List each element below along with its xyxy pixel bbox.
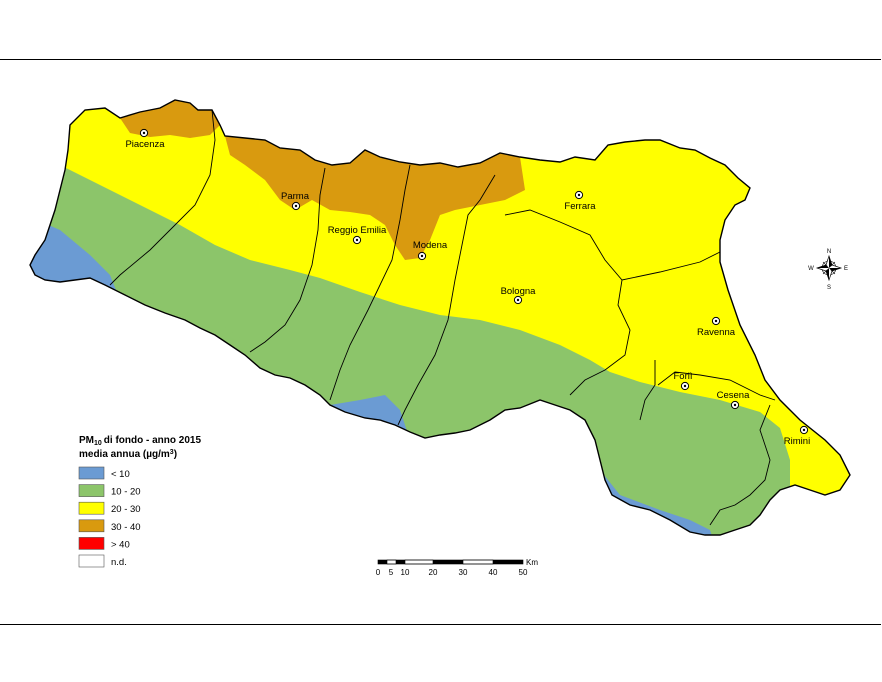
zone-30-40-piacenza (120, 100, 220, 138)
city-bologna: Bologna (501, 286, 537, 305)
cities-layer: Piacenza Parma Reggio Emilia Modena Ferr… (125, 128, 810, 447)
map-frame (0, 59, 881, 625)
city-label-ravenna: Ravenna (697, 327, 736, 338)
legend-title: PM10 di fondo - anno 2015 (79, 435, 201, 447)
boundary-forli-south (639, 360, 656, 421)
legend-item: 30 - 40 (78, 519, 141, 533)
legend-item: > 40 (78, 537, 130, 550)
compass-s: S (827, 285, 831, 291)
boundary-forli-rimini (709, 404, 771, 526)
legend-label: > 40 (111, 539, 130, 550)
city-rimini: Rimini (784, 425, 810, 447)
city-modena: Modena (413, 240, 448, 261)
legend-swatch (78, 484, 105, 497)
city-label-rimini: Rimini (784, 436, 810, 447)
boundary-parma-reggio (249, 167, 326, 353)
legend-label: < 10 (111, 469, 130, 480)
legend-item: 20 - 30 (78, 501, 141, 515)
scale-tick-label: 5 (389, 568, 394, 577)
city-label-piacenza: Piacenza (125, 139, 165, 150)
city-label-reggio-emilia: Reggio Emilia (328, 225, 387, 236)
boundary-ravenna-forli (657, 371, 776, 401)
boundary-reggio-modena (329, 164, 411, 401)
legend-item: n.d. (78, 554, 127, 568)
boundary-piacenza-parma (109, 109, 216, 286)
legend-item: 10 - 20 (78, 484, 141, 498)
city-label-bologna: Bologna (501, 286, 537, 297)
compass-n: N (827, 249, 831, 255)
scale-tick-label: 50 (519, 568, 528, 577)
legend-label: 10 - 20 (111, 487, 141, 498)
city-label-parma: Parma (281, 191, 310, 202)
legend-swatch (78, 501, 105, 515)
city-label-modena: Modena (413, 240, 448, 251)
city-ferrara: Ferrara (564, 190, 596, 212)
legend-label: 20 - 30 (111, 504, 141, 515)
compass-w: W (808, 266, 814, 272)
city-label-cesena: Cesena (717, 390, 750, 401)
scale-tick-label: 10 (401, 568, 410, 577)
legend-swatch (78, 554, 105, 568)
scale-bar: Km 0 5 10 20 30 40 50 (376, 558, 539, 577)
legend-item: < 10 (78, 466, 130, 480)
city-cesena: Cesena (717, 390, 750, 410)
legend-label: 30 - 40 (111, 522, 141, 533)
legend: PM10 di fondo - anno 2015 media annua (µg… (78, 435, 201, 568)
city-forli: Forlì (674, 371, 693, 391)
scale-tick-label: 40 (489, 568, 498, 577)
scale-tick-label: 30 (459, 568, 468, 577)
city-label-ferrara: Ferrara (564, 201, 596, 212)
province-boundaries (109, 109, 776, 526)
city-label-forli: Forlì (674, 371, 693, 382)
scale-tick-label: 0 (376, 568, 381, 577)
city-piacenza: Piacenza (125, 128, 165, 150)
boundary-modena-bologna (397, 174, 496, 426)
legend-swatch (78, 519, 105, 533)
legend-swatch (78, 466, 105, 480)
boundary-bologna-ravenna (569, 279, 631, 396)
scale-unit: Km (526, 558, 538, 567)
scale-tick-label: 20 (429, 568, 438, 577)
boundary-ferrara-south (504, 209, 721, 281)
legend-label: n.d. (111, 557, 127, 568)
zone-30-40-emilia (225, 136, 525, 260)
legend-subtitle: media annua (µg/m3) (79, 449, 177, 460)
city-reggio-emilia: Reggio Emilia (328, 225, 387, 245)
compass-e: E (844, 266, 848, 272)
legend-swatch (78, 537, 105, 550)
city-parma: Parma (281, 191, 310, 211)
compass-rose: N S E W (808, 249, 848, 291)
city-ravenna: Ravenna (697, 316, 736, 338)
